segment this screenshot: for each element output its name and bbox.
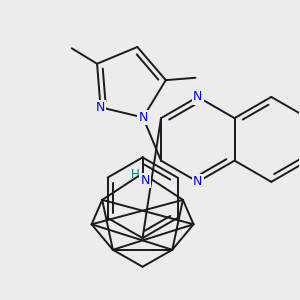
Text: N: N [138,111,148,124]
Text: H: H [130,168,139,182]
Text: N: N [141,174,150,187]
Text: N: N [193,90,203,104]
Text: N: N [193,175,203,188]
Text: N: N [96,101,105,114]
